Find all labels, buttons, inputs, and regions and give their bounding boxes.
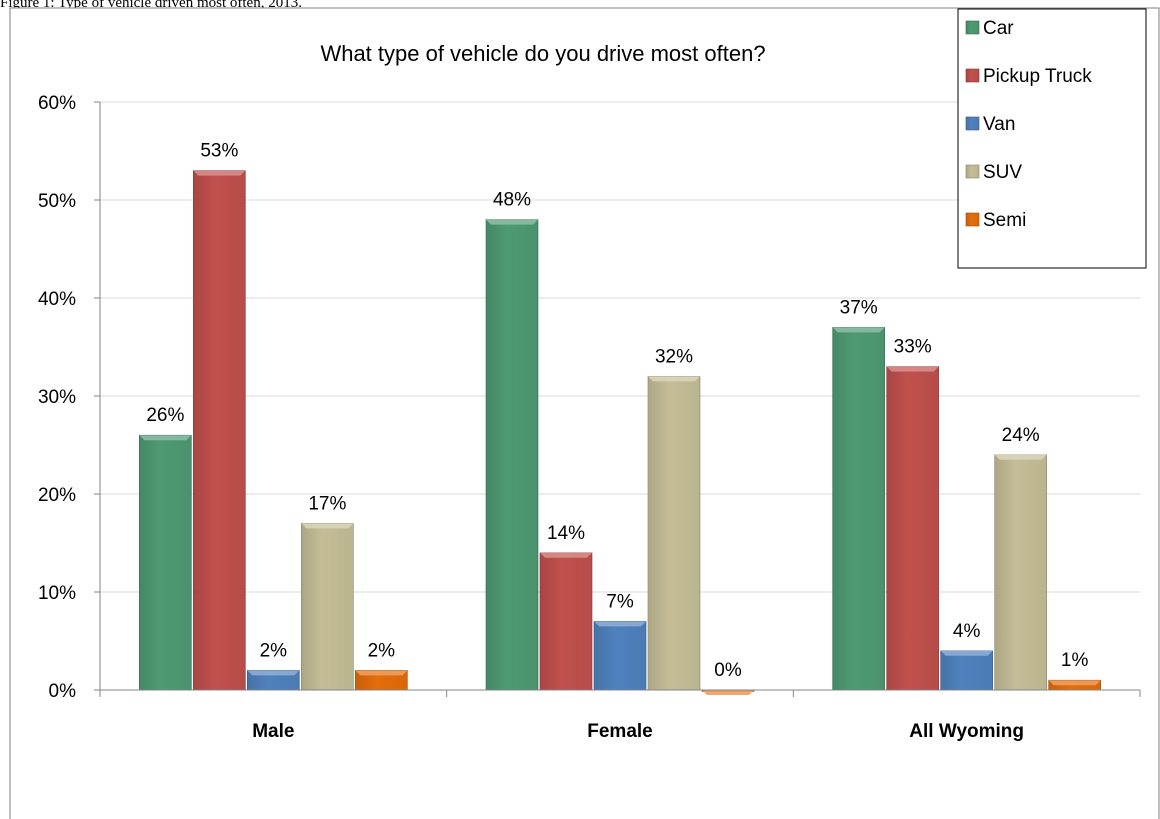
data-label: 7% (606, 591, 634, 612)
bar-bevel (193, 170, 246, 176)
data-label: 32% (655, 346, 693, 367)
x-category-label: Female (587, 721, 652, 742)
bar-van-female (593, 621, 647, 691)
bar-bevel (1048, 680, 1101, 686)
legend-label: Van (983, 114, 1015, 135)
x-category-label: All Wyoming (909, 721, 1024, 742)
data-label: 2% (368, 640, 396, 661)
y-tick-label: 20% (38, 485, 76, 506)
legend-swatch (965, 116, 980, 131)
figure-caption: Figure 1: Type of vehicle driven most of… (0, 0, 302, 11)
data-label: 1% (1061, 650, 1089, 671)
data-label: 53% (200, 141, 238, 162)
bar-bevel (247, 670, 300, 676)
bar-bevel (139, 435, 192, 441)
y-tick-label: 60% (38, 93, 76, 114)
bar-suv-male (301, 523, 354, 691)
x-category-label: Male (252, 721, 294, 742)
bar-bevel (486, 219, 538, 225)
legend-box (957, 8, 1147, 269)
bar-car-all-wyoming (832, 327, 885, 691)
legend-swatch (965, 20, 980, 35)
data-label: 2% (260, 640, 288, 661)
bar-bevel (832, 327, 885, 333)
bar-car-female (485, 219, 539, 691)
data-label: 33% (894, 337, 932, 358)
legend-swatch (965, 68, 980, 83)
bar-suv-all-wyoming (994, 454, 1047, 691)
x-axis: Male Female All Wyoming (99, 689, 1141, 742)
legend-label: Pickup Truck (983, 66, 1092, 87)
bar-pickup-truck-female (539, 552, 593, 691)
bar-bevel (355, 670, 408, 676)
bar-pickup-truck-all-wyoming (886, 366, 939, 691)
data-label: 37% (840, 297, 878, 318)
bar-bevel (301, 523, 354, 529)
bar-pickup-truck-male (193, 170, 246, 691)
y-axis: 0% 10% 20% 30% 40% 50% 60% (38, 93, 101, 702)
y-tick-label: 0% (49, 681, 77, 702)
bar-suv-female (647, 376, 701, 691)
bar-bevel (994, 454, 1047, 460)
y-tick-label: 30% (38, 387, 76, 408)
data-label: 17% (308, 493, 346, 514)
data-label: 26% (146, 405, 184, 426)
legend: Car Pickup Truck Van SUV Semi (957, 8, 1147, 269)
bars: 26% 53% 2% 17% 2% 48% 14% 7% 32% 0% 37% 33% 4% 24% 1% (139, 141, 1101, 695)
legend-label: SUV (983, 162, 1022, 183)
y-tick-label: 40% (38, 289, 76, 310)
bar-car-male (139, 434, 192, 691)
legend-label: Semi (983, 210, 1026, 231)
y-tick-label: 10% (38, 583, 76, 604)
data-label: 4% (953, 621, 981, 642)
bar-bevel (940, 650, 993, 656)
bar-van-all-wyoming (940, 650, 993, 691)
legend-swatch (965, 212, 980, 227)
bar-bevel (886, 366, 939, 372)
chart-title: What type of vehicle do you drive most o… (320, 41, 765, 66)
data-label: 48% (493, 190, 531, 211)
data-label: 24% (1002, 425, 1040, 446)
data-label: 14% (547, 523, 585, 544)
bar-bevel (648, 376, 700, 382)
legend-label: Car (983, 18, 1014, 39)
y-tick-label: 50% (38, 191, 76, 212)
bar-bevel (540, 552, 592, 558)
data-label: 0% (714, 660, 742, 681)
bar-bevel (594, 621, 646, 627)
bar-bevel (702, 690, 754, 695)
legend-swatch (965, 164, 980, 179)
